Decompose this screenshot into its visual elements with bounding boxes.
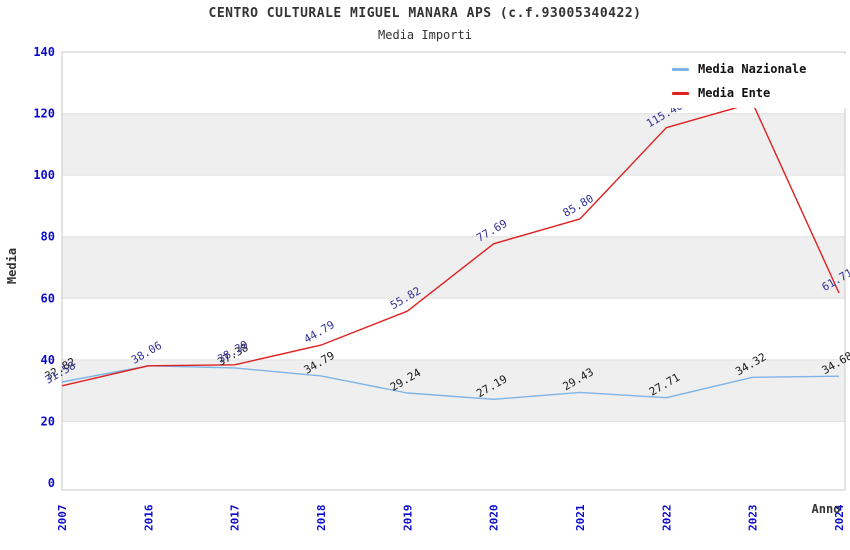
media-ente-line	[61, 102, 840, 387]
plot-frame	[61, 51, 846, 491]
x-tick-label: 2018	[315, 505, 328, 532]
x-tick-label: 2017	[229, 505, 242, 532]
x-tick-label: 2023	[747, 505, 760, 532]
y-tick-label: 100	[33, 168, 55, 182]
x-tick-label: 2019	[401, 505, 414, 532]
y-tick-label: 0	[48, 476, 55, 490]
y-axis-title: Media	[5, 248, 19, 284]
legend-marker-nazionale-line	[672, 67, 689, 71]
grid-band	[62, 113, 845, 176]
y-tick-label: 120	[33, 107, 55, 121]
media-ente-point-label: 44.79	[302, 318, 337, 346]
media-nazionale-line	[61, 365, 840, 400]
chart-title: CENTRO CULTURALE MIGUEL MANARA APS (c.f.…	[208, 6, 642, 21]
x-axis-title: Anno	[812, 502, 841, 516]
x-tick-label: 2016	[142, 504, 155, 531]
x-tick-label: 2024	[833, 504, 846, 531]
legend-item-media-ente: Media Ente	[672, 86, 848, 100]
legend-marker-ente-line	[672, 91, 689, 95]
y-tick-label: 60	[41, 291, 55, 305]
x-tick-label: 2020	[488, 505, 501, 532]
legend-label-nazionale: Media Nazionale	[698, 62, 807, 76]
legend-item-media-nazionale: Media Nazionale	[672, 62, 848, 76]
grid-band	[62, 236, 845, 299]
grid-band	[62, 359, 845, 422]
x-tick-label: 2007	[56, 505, 69, 532]
x-tick-label: 2021	[574, 504, 587, 531]
media-ente-point-label: 85.80	[561, 192, 596, 220]
y-tick-label: 40	[41, 353, 55, 367]
legend: Media Nazionale Media Ente	[662, 54, 848, 108]
legend-label-ente: Media Ente	[698, 86, 771, 100]
y-tick-label: 20	[41, 414, 55, 428]
x-tick-label: 2022	[660, 505, 673, 532]
y-tick-label: 80	[41, 230, 55, 244]
y-tick-label: 140	[33, 45, 55, 59]
chart-subtitle: Media Importi	[378, 28, 472, 42]
